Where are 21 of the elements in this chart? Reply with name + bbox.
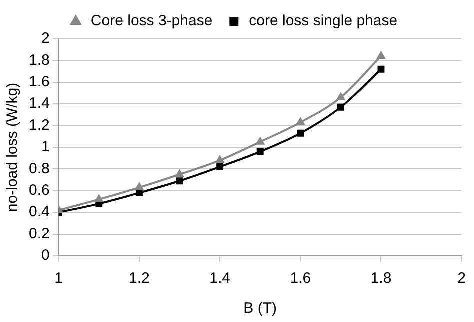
x-axis-title: B (T) <box>244 300 278 318</box>
x-tick-label: 2 <box>458 270 466 288</box>
y-tick-label: 1.6 <box>28 74 50 91</box>
y-tick-label: 0.4 <box>28 204 50 221</box>
y-tick-label: 0.2 <box>28 225 50 242</box>
x-tick-label: 1.6 <box>290 270 312 288</box>
y-tick-label: 0.8 <box>28 160 50 178</box>
y-tick-label: 1.2 <box>28 116 50 134</box>
y-tick-label: 1.4 <box>28 95 50 112</box>
legend-label: core loss single phase <box>249 12 398 30</box>
y-tick-label: 0 <box>42 247 50 264</box>
y-tick-label: 2 <box>42 30 50 48</box>
legend-label: Core loss 3-phase <box>90 12 213 30</box>
y-tick-label: 0.6 <box>28 182 50 200</box>
x-tick-label: 1.2 <box>129 270 150 288</box>
y-tick-label: 1.8 <box>28 52 50 69</box>
y-axis-title: no-load loss (W/kg) <box>4 82 22 212</box>
y-tick-label: 1 <box>42 138 50 156</box>
x-tick-label: 1.4 <box>210 270 230 288</box>
x-tick-label: 1 <box>54 270 64 288</box>
x-tick-label: 1.8 <box>370 270 392 288</box>
